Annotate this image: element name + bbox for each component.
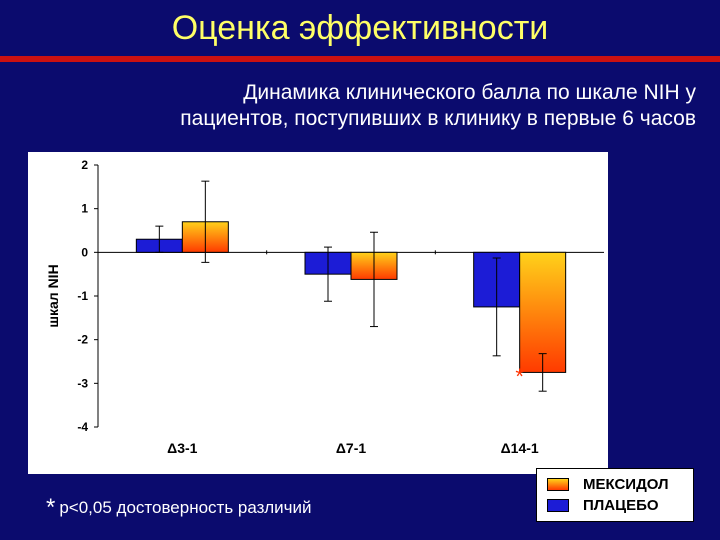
title-divider [0, 56, 720, 62]
y-tick-label: -1 [77, 289, 88, 303]
y-tick-label: 2 [81, 158, 88, 172]
footnote-text: p<0,05 достоверность различий [59, 498, 312, 517]
y-axis-label: шкал NIH [45, 264, 61, 327]
x-tick-label: Δ3-1 [167, 440, 198, 456]
legend-item-mexidol: МЕКСИДОЛ [547, 475, 669, 493]
legend: МЕКСИДОЛ ПЛАЦЕБО [536, 468, 694, 522]
x-tick-label: Δ14-1 [501, 440, 539, 456]
significance-star: * [515, 364, 524, 389]
x-tick-label: Δ7-1 [336, 440, 367, 456]
legend-swatch-mexidol [547, 477, 569, 491]
y-tick-label: 0 [81, 245, 88, 259]
legend-item-placebo: ПЛАЦЕБО [547, 496, 659, 514]
footnote: * p<0,05 достоверность различий [46, 494, 312, 522]
y-tick-label: 1 [81, 202, 88, 216]
y-tick-label: -4 [77, 420, 88, 434]
legend-label-mexidol: МЕКСИДОЛ [583, 475, 669, 493]
chart-area: 2 1 0 -1 -2 -3 -4 шкал NIH Δ3-1 Δ7-1 Δ14-1 * [28, 152, 608, 474]
legend-swatch-placebo [547, 498, 569, 512]
bar-mexidol [519, 251, 567, 373]
y-tick-label: -2 [77, 333, 88, 347]
subtitle-line-1: Динамика клинического балла по шкале NIH… [243, 81, 696, 104]
legend-label-placebo: ПЛАЦЕБО [583, 496, 659, 514]
footnote-star: * [46, 494, 56, 521]
bar-chart: 2 1 0 -1 -2 -3 -4 шкал NIH Δ3-1 Δ7-1 Δ14-1 * [45, 158, 604, 456]
subtitle-line-2: пациентов, поступивших в клинику в первы… [180, 107, 696, 130]
chart-subtitle: Динамика клинического балла по шкале NIH… [60, 80, 696, 132]
slide-title: Оценка эффективности [171, 9, 549, 47]
y-tick-label: -3 [77, 376, 88, 390]
